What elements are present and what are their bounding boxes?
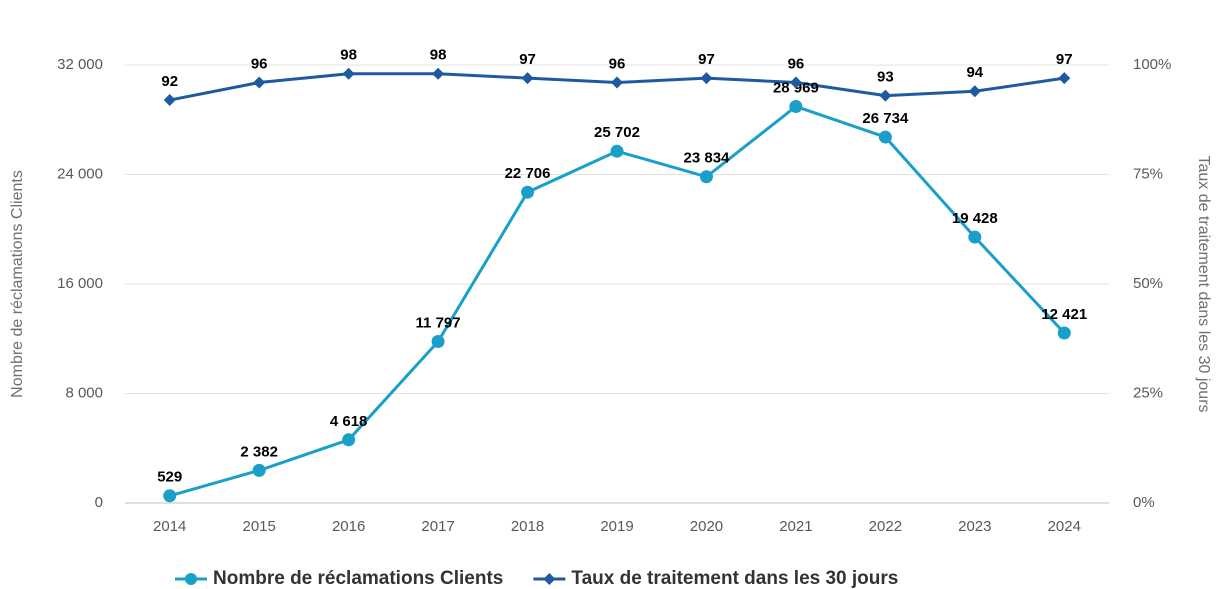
point	[1058, 72, 1071, 85]
y-tick-label: 16 000	[57, 275, 103, 292]
data-label: 25 702	[594, 124, 640, 141]
point	[700, 72, 713, 85]
x-tick-label: 2021	[779, 518, 812, 535]
point	[699, 170, 713, 184]
data-label: 19 428	[952, 210, 998, 227]
point	[968, 85, 981, 98]
point	[342, 433, 356, 447]
data-label: 23 834	[684, 150, 731, 167]
data-label: 12 421	[1041, 306, 1087, 323]
data-label: 97	[698, 51, 715, 68]
y2-tick-label: 50%	[1133, 275, 1163, 292]
point	[968, 230, 982, 244]
legend-label: Taux de traitement dans les 30 jours	[571, 568, 898, 589]
legend-marker	[543, 573, 556, 585]
data-label: 94	[966, 64, 983, 81]
point	[521, 72, 534, 85]
x-tick-label: 2019	[600, 518, 633, 535]
data-label: 97	[1056, 51, 1073, 68]
y-tick-label: 0	[95, 494, 103, 511]
y-tick-label: 8 000	[65, 384, 103, 401]
point	[1057, 326, 1071, 340]
point	[252, 463, 266, 477]
y-axis-title: Nombre de réclamations Clients	[9, 170, 26, 398]
legend-label: Nombre de réclamations Clients	[213, 568, 503, 589]
x-tick-label: 2016	[332, 518, 365, 535]
y-tick-label: 24 000	[57, 165, 103, 182]
data-label: 529	[157, 469, 182, 486]
data-label: 96	[788, 55, 805, 72]
data-label: 96	[609, 55, 626, 72]
point	[163, 94, 176, 107]
x-tick-label: 2020	[690, 518, 723, 535]
series-line	[169, 104, 1066, 498]
y2-tick-label: 0%	[1133, 494, 1155, 511]
data-label: 93	[877, 69, 894, 86]
x-tick-label: 2022	[869, 518, 902, 535]
y-tick-label: 32 000	[57, 56, 103, 73]
y2-tick-label: 75%	[1133, 165, 1163, 182]
point	[253, 76, 266, 89]
point	[611, 76, 623, 89]
data-label: 97	[519, 51, 536, 68]
legend-marker	[185, 573, 197, 585]
point	[610, 144, 624, 158]
point	[342, 67, 355, 80]
x-tick-label: 2018	[511, 518, 544, 535]
point	[789, 99, 803, 113]
x-tick-label: 2017	[421, 518, 454, 535]
point	[521, 185, 535, 199]
x-tick-label: 2024	[1048, 518, 1081, 535]
data-label: 4 618	[330, 413, 368, 430]
data-label: 98	[340, 47, 357, 64]
data-label: 22 706	[505, 165, 551, 182]
point	[878, 130, 892, 144]
point	[879, 89, 892, 102]
x-tick-label: 2023	[958, 518, 991, 535]
x-tick-label: 2015	[242, 518, 275, 535]
y2-axis-title: Taux de traitement dans les 30 jours	[1195, 155, 1212, 412]
data-label: 26 734	[862, 110, 909, 127]
point	[163, 489, 177, 503]
data-label: 11 797	[416, 314, 461, 331]
x-tick-label: 2014	[153, 518, 186, 535]
point	[789, 76, 802, 89]
y2-tick-label: 25%	[1133, 384, 1163, 401]
data-label: 2 382	[240, 443, 278, 460]
data-label: 98	[430, 47, 447, 64]
data-label: 96	[251, 55, 268, 72]
point	[431, 335, 445, 349]
point	[432, 67, 445, 80]
data-label: 92	[161, 73, 178, 90]
y2-tick-label: 100%	[1133, 56, 1171, 73]
